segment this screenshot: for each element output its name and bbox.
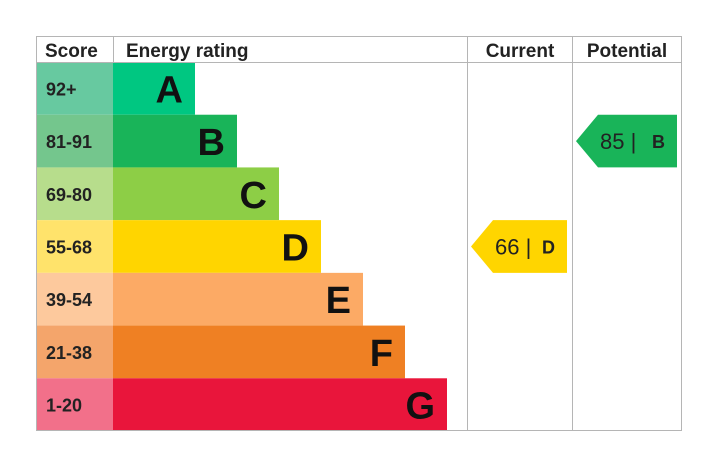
rating-bar-g: [113, 378, 447, 431]
score-range-f: 21-38: [46, 343, 92, 363]
chart-border: [36, 36, 682, 431]
current-rating-arrow: [471, 220, 567, 273]
current-column-header: Current: [486, 41, 555, 62]
score-range-g: 1-20: [46, 396, 82, 416]
rating-letter-c: C: [240, 175, 267, 217]
potential-column-header: Potential: [587, 41, 667, 62]
rating-bar-a: [113, 62, 195, 115]
rating-letter-d: D: [282, 228, 309, 270]
score-cell-g: [37, 378, 113, 431]
rating-bar-d: [113, 220, 321, 273]
current-rating-value: 66 |: [495, 235, 531, 260]
score-range-e: 39-54: [46, 290, 92, 310]
score-cell-a: [37, 62, 113, 115]
score-cell-d: [37, 220, 113, 273]
score-cell-e: [37, 272, 113, 326]
rating-letter-g: G: [405, 386, 435, 428]
potential-rating-value: 85 |: [600, 129, 636, 154]
score-cell-b: [37, 114, 113, 168]
rating-bar-b: [113, 114, 237, 168]
score-range-d: 55-68: [46, 238, 92, 258]
potential-rating-arrow: [576, 114, 677, 168]
rating-bar-e: [113, 272, 363, 326]
score-cell-c: [37, 167, 113, 221]
score-cell-f: [37, 325, 113, 379]
rating-letter-b: B: [198, 122, 225, 164]
energy-rating-column-header: Energy rating: [126, 41, 248, 62]
potential-rating-band: B: [652, 132, 665, 152]
rating-letter-e: E: [326, 280, 351, 322]
current-rating-band: D: [542, 238, 555, 258]
rating-letter-a: A: [156, 69, 183, 111]
rating-bar-f: [113, 325, 405, 379]
score-range-b: 81-91: [46, 132, 92, 152]
score-range-a: 92+: [46, 79, 77, 99]
score-range-c: 69-80: [46, 185, 92, 205]
rating-bar-c: [113, 167, 279, 221]
rating-arrows: 66 | D 85 | B: [471, 114, 677, 273]
rating-letter-f: F: [370, 333, 393, 375]
score-column-header: Score: [45, 41, 98, 62]
rating-bands: 92+ A 81-91 B 69-80 C 55-68 D 39-54 E 21-38 F 1-20 G: [37, 62, 447, 431]
